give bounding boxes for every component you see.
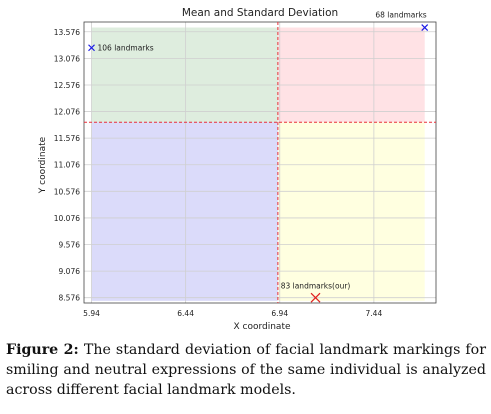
x-tick-label: 6.44 (177, 309, 194, 318)
data-point-label: 106 landmarks (98, 44, 154, 53)
scatter-chart: 106 landmarks 68 landmarks 83 landmarks(ou… (38, 7, 437, 332)
y-tick-label: 10.076 (54, 214, 80, 223)
x-tick-label: 7.44 (366, 309, 383, 318)
y-tick-label: 13.076 (54, 54, 80, 63)
quadrant-region-2 (277, 27, 425, 123)
y-axis-label: Y coordinate (38, 136, 48, 194)
caption-label: Figure 2: (6, 342, 79, 358)
quadrant-region-3 (91, 122, 278, 301)
data-point-label: 83 landmarks(our) (281, 282, 351, 291)
data-point-label: 68 landmarks (375, 11, 426, 20)
data-point-2 (421, 24, 429, 31)
y-tick-label: 10.576 (54, 187, 80, 196)
chart-title: Mean and Standard Deviation (182, 7, 338, 19)
figure-caption: Figure 2: The standard deviation of faci… (6, 340, 486, 400)
x-axis-label: X coordinate (233, 322, 290, 332)
x-tick-label: 6.94 (271, 309, 288, 318)
y-tick-label: 11.076 (54, 161, 80, 170)
y-tick-label: 8.576 (59, 294, 81, 303)
y-tick-label: 9.076 (59, 267, 81, 276)
caption-text: The standard deviation of facial landmar… (6, 342, 486, 398)
plot-frame (83, 21, 437, 304)
quadrant-region-4 (277, 122, 425, 301)
quadrant-region-1 (91, 27, 278, 123)
y-tick-label: 11.576 (54, 134, 80, 143)
x-tick-label: 5.94 (83, 309, 100, 318)
data-point-3 (310, 292, 321, 303)
data-point-1 (88, 44, 95, 52)
y-tick-label: 12.076 (54, 108, 80, 117)
y-tick-label: 13.576 (54, 28, 80, 37)
y-tick-label: 12.576 (54, 81, 80, 90)
y-tick-label: 9.576 (59, 241, 81, 250)
